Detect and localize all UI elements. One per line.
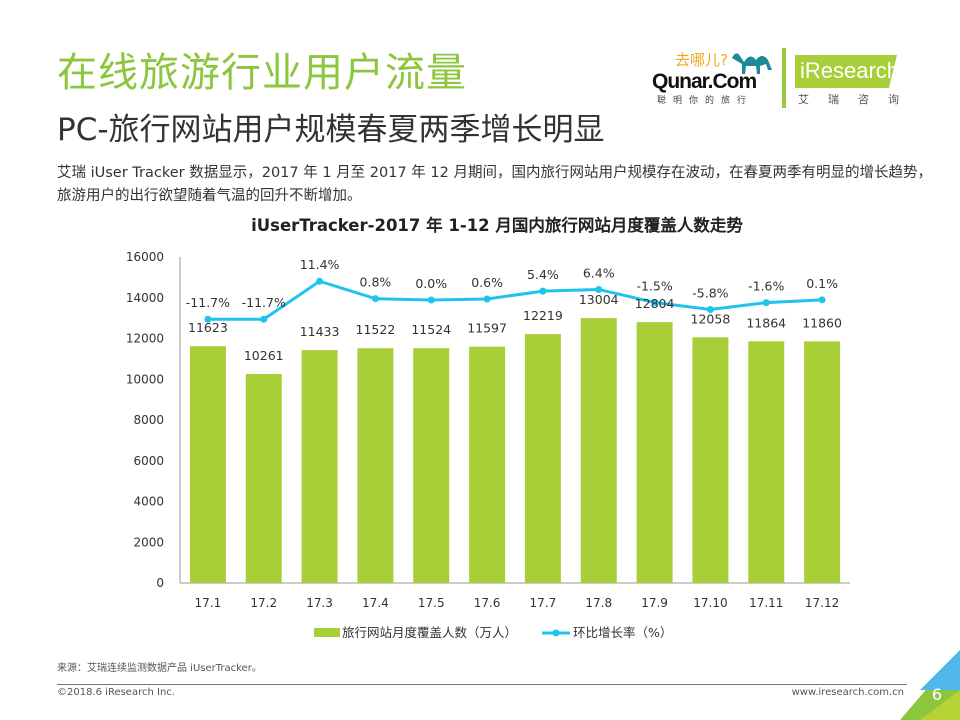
line-data-label: 0.0% (415, 276, 447, 291)
bar-data-label: 11433 (300, 324, 340, 339)
y-tick-label: 10000 (126, 372, 164, 386)
qunar-slogan: 聪明你的旅行 (657, 96, 754, 106)
bar-data-label: 12219 (523, 308, 563, 323)
x-tick-label: 17.7 (530, 596, 557, 610)
bar (357, 348, 394, 583)
bar-data-label: 11864 (746, 315, 786, 330)
growth-rate-point (260, 315, 268, 323)
line-data-label: -5.8% (692, 286, 728, 301)
footer-divider (57, 684, 907, 685)
description: 艾瑞 iUser Tracker 数据显示，2017 年 1 月至 2017 年… (57, 165, 932, 204)
iresearch-logo-bg (795, 55, 897, 88)
bar (245, 373, 282, 583)
logo-divider (782, 48, 786, 108)
bar (636, 322, 673, 583)
y-tick-label: 2000 (133, 535, 164, 549)
growth-rate-point (818, 296, 826, 304)
line-data-label: 11.4% (300, 257, 340, 272)
bar-data-label: 10261 (244, 348, 284, 363)
line-data-label: -1.5% (636, 278, 672, 293)
growth-rate-point (595, 285, 603, 293)
bar-data-label: 11522 (356, 322, 396, 337)
legend-line-marker (552, 629, 560, 637)
y-tick-label: 8000 (133, 413, 164, 427)
line-data-label: -11.7% (242, 295, 286, 310)
bar (189, 346, 226, 583)
growth-rate-point (204, 315, 212, 323)
growth-rate-point (316, 277, 324, 285)
bar-data-label: 12058 (691, 311, 731, 326)
line-data-label: 0.1% (806, 276, 838, 291)
x-tick-label: 17.5 (418, 596, 445, 610)
chart-title: iUserTracker-2017 年 1-12 月国内旅行网站月度覆盖人数走势 (251, 215, 743, 235)
bar-data-label: 11623 (188, 320, 228, 335)
bar (580, 318, 617, 583)
y-tick-label: 12000 (126, 332, 164, 346)
legend: 旅行网站月度覆盖人数（万人） 环比增长率（%） (314, 625, 672, 640)
growth-rate-point (427, 296, 435, 304)
bar (413, 348, 450, 583)
line-data-label: -1.6% (748, 279, 784, 294)
line-data-label: -11.7% (186, 295, 230, 310)
legend-line-label: 环比增长率（%） (573, 625, 672, 640)
y-tick-label: 16000 (126, 250, 164, 264)
page-number: 6 (931, 685, 942, 704)
x-tick-label: 17.3 (306, 596, 333, 610)
corner-decoration (900, 650, 960, 720)
bar (301, 350, 338, 583)
bar (804, 341, 841, 583)
x-tick-label: 17.11 (749, 596, 783, 610)
qunar-logo-slogan-top: 去哪儿? (675, 51, 728, 69)
x-tick-label: 17.8 (585, 596, 612, 610)
iresearch-cn-name: 艾瑞咨询 (798, 93, 918, 106)
legend-bar-label: 旅行网站月度覆盖人数（万人） (342, 625, 517, 640)
growth-rate-point (483, 295, 491, 303)
source-note: 来源：艾瑞连续监测数据产品 iUserTracker。 (57, 663, 262, 674)
y-tick-label: 6000 (133, 454, 164, 468)
growth-rate-point (651, 298, 659, 306)
bar (524, 334, 561, 583)
legend-bar-swatch (314, 628, 340, 637)
growth-rate-line (207, 279, 823, 321)
page-title: 在线旅游行业用户流量 (57, 50, 467, 96)
x-tick-label: 17.6 (474, 596, 501, 610)
qunar-logo: Qunar.Com (652, 70, 757, 93)
bar-data-label: 11860 (802, 315, 842, 330)
x-tick-label: 17.4 (362, 596, 389, 610)
camel-icon (732, 53, 772, 74)
y-tick-label: 14000 (126, 291, 164, 305)
bar-data-label: 11524 (411, 322, 451, 337)
growth-rate-point (371, 295, 379, 303)
x-tick-label: 17.12 (805, 596, 839, 610)
bar (469, 346, 506, 583)
page-subtitle: PC-旅行网站用户规模春夏两季增长明显 (57, 112, 605, 148)
line-data-label: 0.8% (360, 275, 392, 290)
growth-rate-point (762, 299, 770, 307)
x-tick-label: 17.1 (195, 596, 222, 610)
growth-rate-point (706, 306, 714, 314)
bar-data-label: 13004 (579, 292, 619, 307)
bar (692, 337, 729, 583)
iresearch-logo: iResearch (800, 58, 900, 83)
x-tick-label: 17.2 (250, 596, 277, 610)
bar-data-label: 11597 (467, 321, 507, 336)
line-data-label: 6.4% (583, 265, 615, 280)
x-tick-label: 17.10 (693, 596, 727, 610)
copyright: ©2018.6 iResearch Inc. (57, 687, 175, 698)
line-data-label: 5.4% (527, 267, 559, 282)
x-tick-label: 17.9 (641, 596, 668, 610)
y-tick-label: 0 (156, 576, 164, 590)
y-tick-label: 4000 (133, 495, 164, 509)
chart: iUserTracker-2017 年 1-12 月国内旅行网站月度覆盖人数走势… (126, 215, 850, 640)
bar-data-label: 12804 (635, 296, 675, 311)
website-link[interactable]: www.iresearch.com.cn (791, 687, 904, 698)
growth-rate-point (539, 287, 547, 295)
bar (748, 341, 785, 583)
line-data-label: 0.6% (471, 275, 503, 290)
